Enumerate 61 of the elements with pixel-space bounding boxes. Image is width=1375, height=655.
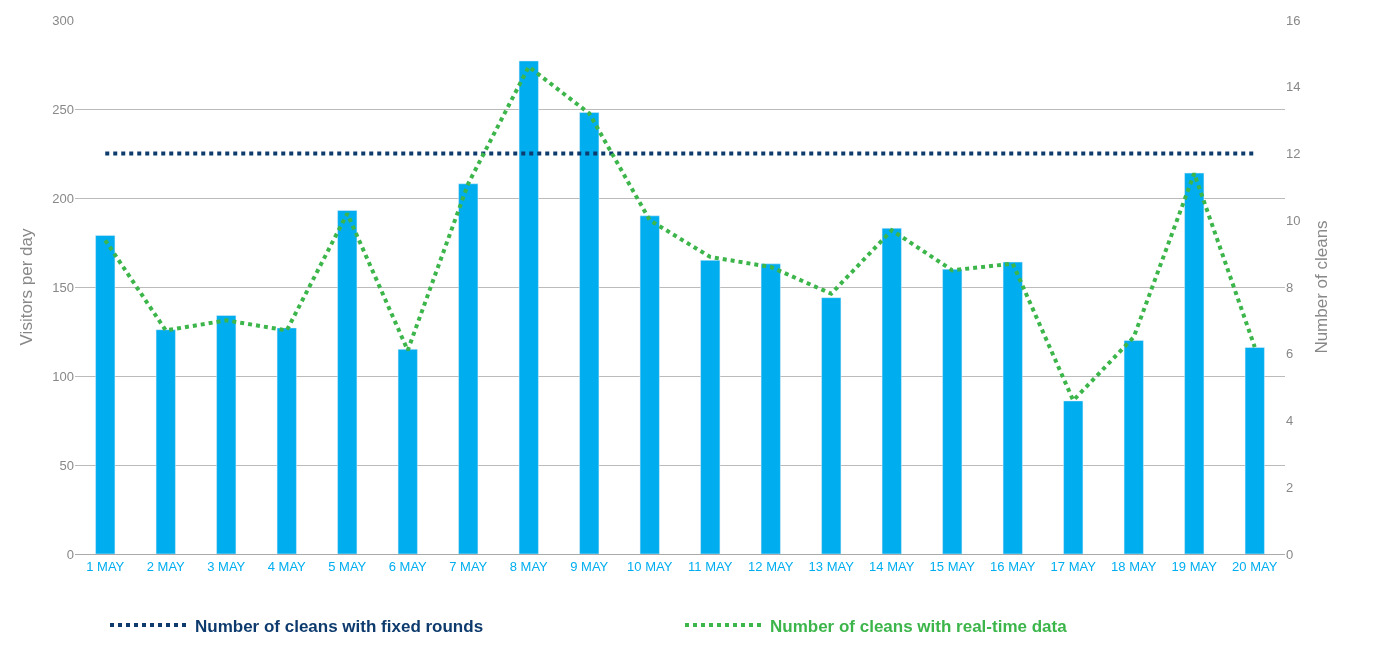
x-tick-label: 18 MAY xyxy=(1111,558,1157,574)
y2-tick-label: 8 xyxy=(1286,279,1294,295)
y-tick-label: 50 xyxy=(59,457,74,473)
bar xyxy=(942,268,963,554)
x-tick-label: 1 MAY xyxy=(86,558,125,574)
bar xyxy=(1123,340,1144,554)
x-tick-label: 9 MAY xyxy=(570,558,609,574)
y2-tick-label: 6 xyxy=(1286,346,1294,362)
x-tick-label: 15 MAY xyxy=(929,558,976,574)
y2-tick-label: 4 xyxy=(1286,413,1294,429)
y-tick-label: 150 xyxy=(52,279,74,295)
bar xyxy=(458,183,479,554)
x-tick-label: 4 MAY xyxy=(267,558,307,574)
bar xyxy=(1002,261,1023,554)
x-tick-label: 13 MAY xyxy=(808,558,855,574)
y-tick-label: 300 xyxy=(52,12,74,28)
y2-tick-label: 14 xyxy=(1286,79,1301,95)
x-tick-label: 10 MAY xyxy=(627,558,673,574)
bar xyxy=(639,215,660,554)
y-tick-label: 250 xyxy=(52,101,74,117)
bar xyxy=(518,60,539,554)
bar xyxy=(760,263,781,554)
bar xyxy=(1244,347,1265,554)
bar xyxy=(1063,400,1084,554)
x-tick-label: 12 MAY xyxy=(748,558,794,574)
bar xyxy=(397,349,418,554)
bar xyxy=(95,235,116,554)
bar xyxy=(337,210,358,554)
x-tick-label: 8 MAY xyxy=(509,558,549,574)
x-tick-label: 17 MAY xyxy=(1050,558,1097,574)
bar xyxy=(700,260,721,554)
bar xyxy=(579,112,600,554)
x-tick-label: 20 MAY xyxy=(1232,558,1278,574)
x-tick-label: 2 MAY xyxy=(146,558,186,574)
legend-label: Number of cleans with fixed rounds xyxy=(195,616,484,636)
x-tick-label: 5 MAY xyxy=(328,558,367,574)
bar xyxy=(276,327,297,554)
bar xyxy=(821,297,842,554)
x-tick-label: 3 MAY xyxy=(207,558,246,574)
x-tick-label: 7 MAY xyxy=(449,558,488,574)
y-tick-label: 200 xyxy=(52,190,74,206)
line-series xyxy=(103,64,1257,403)
x-tick-label: 6 MAY xyxy=(388,558,428,574)
bar xyxy=(1184,172,1205,554)
x-tick-label: 14 MAY xyxy=(869,558,915,574)
bar xyxy=(155,329,176,554)
y2-tick-label: 0 xyxy=(1286,546,1294,562)
y-tick-label: 0 xyxy=(66,546,74,562)
y-tick-label: 100 xyxy=(52,368,74,384)
x-tick-label: 11 MAY xyxy=(688,558,733,574)
y2-tick-label: 10 xyxy=(1286,212,1301,228)
y2-tick-label: 16 xyxy=(1286,12,1301,28)
x-tick-label: 16 MAY xyxy=(990,558,1036,574)
y2-tick-label: 2 xyxy=(1286,479,1294,495)
bar xyxy=(881,228,902,554)
y2-tick-label: 12 xyxy=(1286,146,1301,162)
y-axis-title: Visitors per day xyxy=(16,228,36,346)
legend-label: Number of cleans with real-time data xyxy=(770,616,1068,636)
x-tick-label: 19 MAY xyxy=(1171,558,1218,574)
y2-axis-title: Number of cleans xyxy=(1311,220,1331,354)
bar xyxy=(216,315,237,554)
